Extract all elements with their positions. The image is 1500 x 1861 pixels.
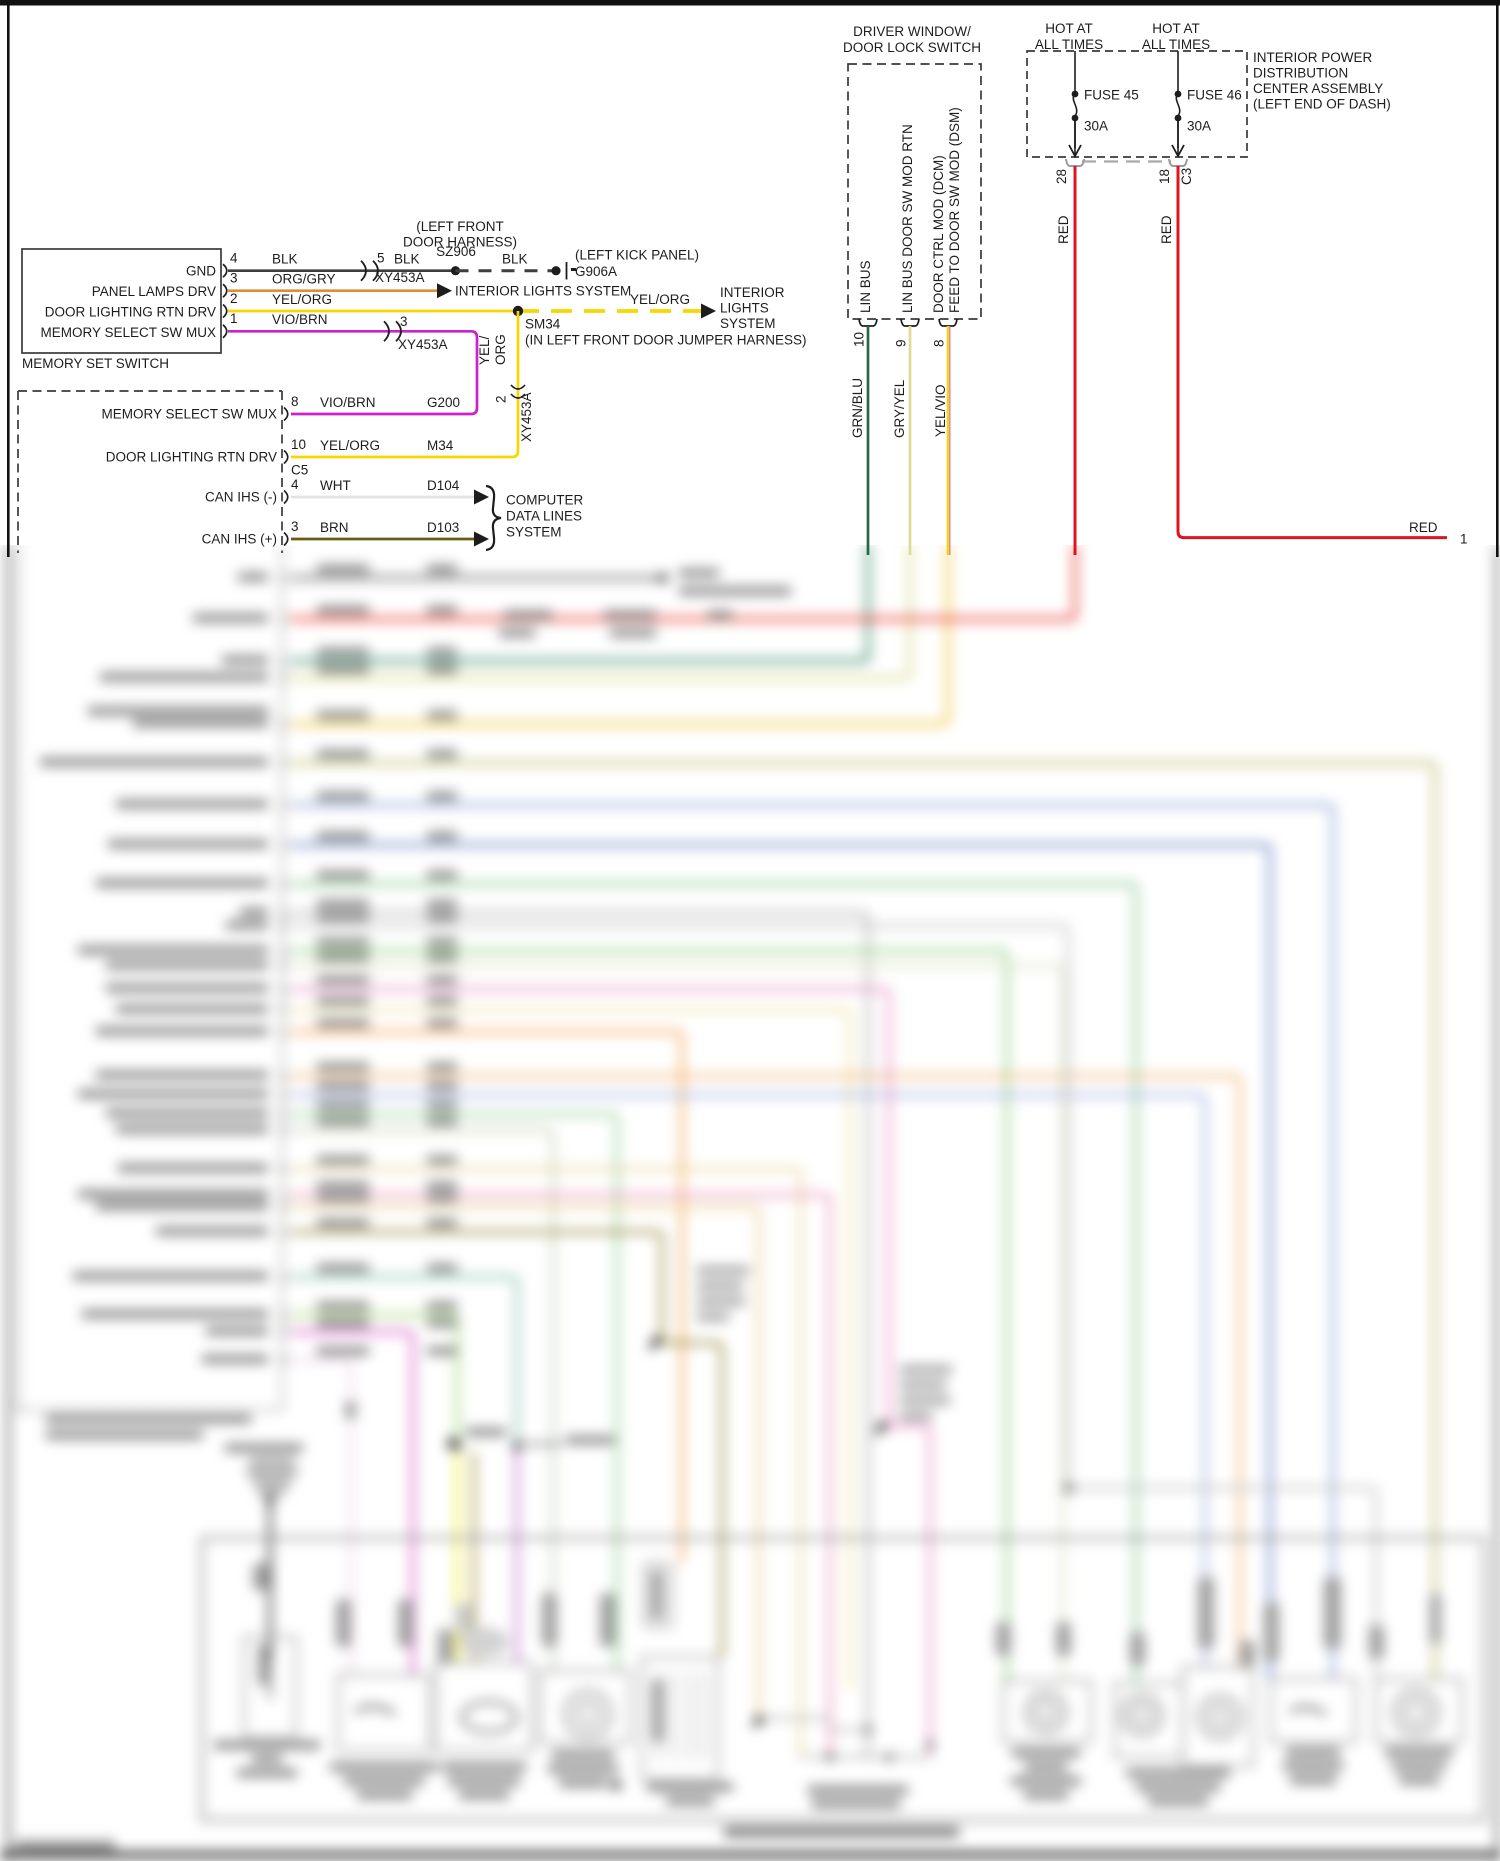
svg-text:30A: 30A xyxy=(1187,119,1211,134)
svg-text:YEL/: YEL/ xyxy=(477,335,492,365)
svg-text:DOOR HARNESS): DOOR HARNESS) xyxy=(403,235,517,250)
svg-text:SM34: SM34 xyxy=(525,317,561,332)
svg-text:FUSE 45: FUSE 45 xyxy=(1084,88,1139,103)
svg-text:SYSTEM: SYSTEM xyxy=(506,525,562,540)
svg-text:FEED TO DOOR SW MOD (DSM): FEED TO DOOR SW MOD (DSM) xyxy=(947,107,962,313)
svg-text:SZ906: SZ906 xyxy=(436,244,476,259)
svg-text:(LEFT KICK PANEL): (LEFT KICK PANEL) xyxy=(575,248,699,263)
svg-text:DATA LINES: DATA LINES xyxy=(506,509,582,524)
svg-text:VIO/BRN: VIO/BRN xyxy=(272,312,328,327)
svg-text:GRY/YEL: GRY/YEL xyxy=(892,379,907,438)
svg-text:INTERIOR: INTERIOR xyxy=(720,285,785,300)
svg-text:YEL/ORG: YEL/ORG xyxy=(630,292,690,307)
svg-text:VIO/BRN: VIO/BRN xyxy=(320,395,376,410)
svg-text:4: 4 xyxy=(230,251,238,266)
svg-text:MEMORY SELECT SW MUX: MEMORY SELECT SW MUX xyxy=(101,407,277,422)
svg-text:LIN BUS: LIN BUS xyxy=(858,260,873,313)
svg-text:(LEFT END OF DASH): (LEFT END OF DASH) xyxy=(1253,97,1391,112)
svg-text:10: 10 xyxy=(291,437,306,452)
svg-text:28: 28 xyxy=(1054,169,1069,184)
svg-text:BRN: BRN xyxy=(320,520,349,535)
svg-text:MEMORY SELECT SW MUX: MEMORY SELECT SW MUX xyxy=(40,325,216,340)
svg-text:M34: M34 xyxy=(427,438,454,453)
svg-text:GND: GND xyxy=(186,264,216,279)
svg-text:DISTRIBUTION: DISTRIBUTION xyxy=(1253,66,1348,81)
svg-text:G906A: G906A xyxy=(575,264,617,279)
svg-text:BLK: BLK xyxy=(272,252,298,267)
svg-text:RED: RED xyxy=(1159,215,1174,244)
svg-text:DOOR LIGHTING RTN DRV: DOOR LIGHTING RTN DRV xyxy=(45,305,216,320)
svg-text:LIN BUS DOOR SW MOD RTN: LIN BUS DOOR SW MOD RTN xyxy=(900,124,915,313)
svg-text:ORG: ORG xyxy=(493,334,508,365)
svg-text:XY453A: XY453A xyxy=(375,270,425,285)
svg-text:YEL/ORG: YEL/ORG xyxy=(320,438,380,453)
svg-text:3: 3 xyxy=(230,271,238,286)
svg-text:INTERIOR LIGHTS SYSTEM: INTERIOR LIGHTS SYSTEM xyxy=(455,284,631,299)
svg-text:2: 2 xyxy=(494,395,509,403)
svg-text:G200: G200 xyxy=(427,395,460,410)
svg-text:CAN IHS (+): CAN IHS (+) xyxy=(202,532,277,547)
svg-text:(LEFT FRONT: (LEFT FRONT xyxy=(416,219,504,234)
svg-text:BLK: BLK xyxy=(394,252,420,267)
svg-text:SYSTEM: SYSTEM xyxy=(720,316,776,331)
svg-text:3: 3 xyxy=(291,519,299,534)
svg-text:18: 18 xyxy=(1157,169,1172,184)
svg-text:CAN IHS (-): CAN IHS (-) xyxy=(205,490,277,505)
svg-text:RED: RED xyxy=(1056,215,1071,244)
svg-text:XY453A: XY453A xyxy=(398,337,448,352)
svg-text:10: 10 xyxy=(852,332,867,347)
svg-text:RED: RED xyxy=(1409,520,1438,535)
svg-text:LIGHTS: LIGHTS xyxy=(720,301,769,316)
svg-text:ORG/GRY: ORG/GRY xyxy=(272,272,336,287)
svg-text:9: 9 xyxy=(894,339,909,347)
svg-text:HOT AT: HOT AT xyxy=(1152,21,1200,36)
svg-text:MEMORY SET SWITCH: MEMORY SET SWITCH xyxy=(22,356,169,371)
svg-text:GRN/BLU: GRN/BLU xyxy=(850,378,865,438)
svg-text:1: 1 xyxy=(1460,532,1468,547)
svg-text:8: 8 xyxy=(291,394,299,409)
svg-text:ALL TIMES: ALL TIMES xyxy=(1035,37,1103,52)
svg-text:FUSE 46: FUSE 46 xyxy=(1187,88,1242,103)
svg-text:DOOR LIGHTING RTN DRV: DOOR LIGHTING RTN DRV xyxy=(106,450,277,465)
svg-text:1: 1 xyxy=(230,311,238,326)
svg-text:D104: D104 xyxy=(427,478,460,493)
svg-text:YEL/VIO: YEL/VIO xyxy=(933,384,948,437)
svg-text:BLK: BLK xyxy=(502,252,528,267)
svg-text:5: 5 xyxy=(377,251,385,266)
svg-text:4: 4 xyxy=(291,477,299,492)
svg-text:C3: C3 xyxy=(1179,168,1194,185)
svg-text:C5: C5 xyxy=(291,463,308,478)
svg-text:(IN LEFT FRONT DOOR JUMPER HAR: (IN LEFT FRONT DOOR JUMPER HARNESS) xyxy=(525,333,807,348)
svg-text:INTERIOR POWER: INTERIOR POWER xyxy=(1253,50,1373,65)
svg-text:2: 2 xyxy=(230,291,238,306)
svg-text:YEL/ORG: YEL/ORG xyxy=(272,292,332,307)
svg-text:DRIVER WINDOW/: DRIVER WINDOW/ xyxy=(853,24,971,39)
svg-text:8: 8 xyxy=(932,339,947,347)
svg-text:DOOR CTRL MOD (DCM): DOOR CTRL MOD (DCM) xyxy=(931,155,946,313)
svg-text:3: 3 xyxy=(400,314,408,329)
svg-text:CENTER ASSEMBLY: CENTER ASSEMBLY xyxy=(1253,81,1383,96)
svg-text:XY453A: XY453A xyxy=(519,392,534,442)
svg-text:PANEL LAMPS DRV: PANEL LAMPS DRV xyxy=(92,284,216,299)
svg-text:COMPUTER: COMPUTER xyxy=(506,493,584,508)
svg-text:30A: 30A xyxy=(1084,119,1108,134)
svg-text:ALL TIMES: ALL TIMES xyxy=(1142,37,1210,52)
svg-text:D103: D103 xyxy=(427,520,459,535)
svg-text:HOT AT: HOT AT xyxy=(1045,21,1093,36)
svg-text:WHT: WHT xyxy=(320,478,351,493)
svg-text:DOOR LOCK SWITCH: DOOR LOCK SWITCH xyxy=(843,40,981,55)
